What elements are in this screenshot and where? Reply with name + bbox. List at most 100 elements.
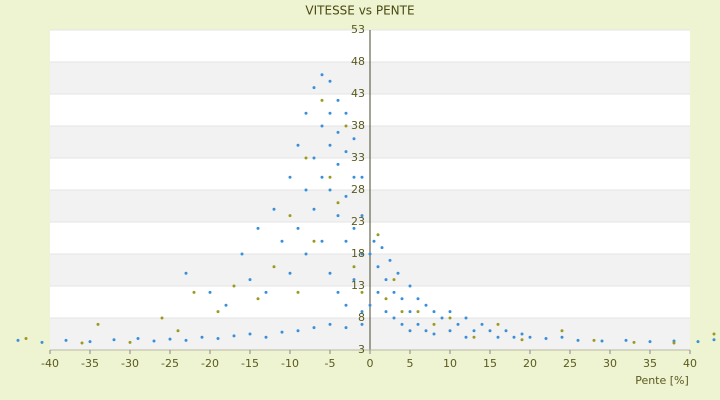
point — [648, 340, 652, 344]
point — [496, 335, 500, 339]
point — [544, 336, 548, 340]
point — [376, 265, 380, 269]
x-tick-label: 5 — [407, 357, 414, 370]
point — [272, 265, 276, 269]
point — [344, 326, 348, 330]
point — [232, 334, 236, 338]
point — [352, 175, 356, 179]
point — [336, 290, 340, 294]
point — [416, 297, 420, 301]
point — [576, 338, 580, 342]
point — [312, 86, 316, 90]
point — [672, 341, 676, 345]
point — [400, 297, 404, 301]
point — [304, 111, 308, 115]
point — [424, 303, 428, 307]
point — [304, 156, 308, 160]
point — [200, 335, 204, 339]
point — [472, 335, 476, 339]
x-tick-label: 35 — [643, 357, 657, 370]
point — [400, 310, 404, 314]
point — [456, 322, 460, 326]
point — [24, 336, 28, 340]
point — [328, 175, 332, 179]
point — [168, 337, 172, 341]
point — [344, 303, 348, 307]
point — [592, 338, 596, 342]
x-tick-label: -25 — [161, 357, 179, 370]
point — [496, 322, 500, 326]
point — [128, 340, 132, 344]
point — [320, 239, 324, 243]
point — [288, 175, 292, 179]
point — [360, 214, 364, 218]
point — [328, 111, 332, 115]
point — [264, 335, 268, 339]
point — [176, 329, 180, 333]
y-tick-label: 18 — [351, 247, 365, 260]
point — [400, 322, 404, 326]
point — [464, 316, 468, 320]
point — [384, 278, 388, 282]
point — [560, 335, 564, 339]
point — [304, 188, 308, 192]
point — [256, 297, 260, 301]
point — [440, 316, 444, 320]
point — [384, 310, 388, 314]
y-tick-label: 8 — [358, 311, 365, 324]
point — [488, 329, 492, 333]
point — [256, 226, 260, 230]
point — [392, 316, 396, 320]
point — [368, 303, 372, 307]
point — [352, 265, 356, 269]
y-tick-label: 23 — [351, 215, 365, 228]
x-tick-label: 20 — [523, 357, 537, 370]
point — [528, 335, 532, 339]
y-tick-label: 43 — [351, 87, 365, 100]
point — [464, 335, 468, 339]
point — [328, 143, 332, 147]
point — [504, 329, 508, 333]
point — [472, 329, 476, 333]
point — [216, 310, 220, 314]
point — [416, 310, 420, 314]
point — [336, 130, 340, 134]
point — [352, 278, 356, 282]
point — [208, 290, 212, 294]
point — [288, 214, 292, 218]
point — [96, 322, 100, 326]
point — [248, 332, 252, 336]
point — [64, 338, 68, 342]
y-tick-label: 28 — [351, 183, 365, 196]
point — [152, 339, 156, 343]
point — [336, 162, 340, 166]
point — [216, 336, 220, 340]
point — [432, 310, 436, 314]
point — [600, 339, 604, 343]
point — [392, 290, 396, 294]
point — [328, 271, 332, 275]
point — [380, 246, 384, 250]
x-tick-label: -5 — [325, 357, 336, 370]
point — [40, 340, 44, 344]
point — [336, 214, 340, 218]
point — [296, 226, 300, 230]
point — [408, 310, 412, 314]
point — [328, 79, 332, 83]
point — [376, 233, 380, 237]
point — [712, 332, 716, 336]
point — [696, 340, 700, 344]
point — [296, 143, 300, 147]
point — [224, 303, 228, 307]
point — [624, 338, 628, 342]
point — [248, 278, 252, 282]
point — [344, 124, 348, 128]
point — [344, 194, 348, 198]
point — [160, 316, 164, 320]
point — [232, 284, 236, 288]
point — [392, 278, 396, 282]
point — [320, 73, 324, 77]
point — [80, 341, 84, 345]
x-tick-label: -10 — [281, 357, 299, 370]
y-tick-label: 13 — [351, 279, 365, 292]
